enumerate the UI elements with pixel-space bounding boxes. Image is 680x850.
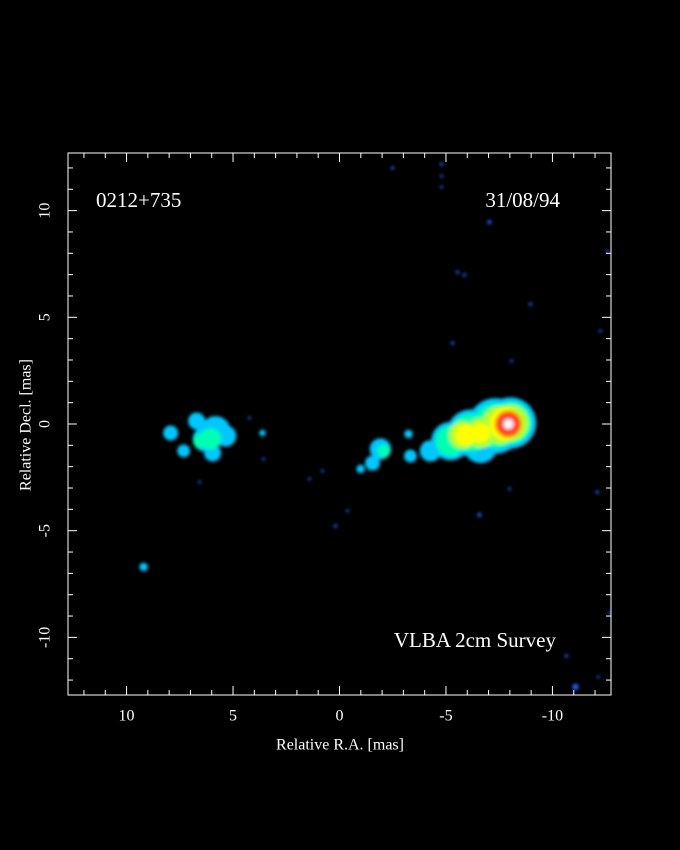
emission-blob: [454, 424, 477, 446]
emission-blob: [192, 433, 208, 449]
emission-blob: [507, 487, 511, 491]
emission-blob: [462, 273, 467, 277]
y-tick-label: -10: [37, 627, 54, 648]
emission-blob: [177, 444, 191, 458]
emission-blob: [596, 675, 600, 679]
emission-blob: [608, 611, 611, 615]
emission-blob: [390, 166, 395, 170]
emission-map: [139, 162, 611, 691]
source-name: 0212+735: [96, 188, 181, 212]
emission-blob: [595, 490, 600, 494]
emission-blob: [198, 480, 202, 484]
emission-blob: [487, 220, 492, 225]
emission-blob: [139, 562, 148, 572]
emission-blob: [320, 469, 324, 473]
emission-blob: [261, 457, 265, 461]
emission-blob: [307, 477, 311, 481]
emission-blob: [333, 524, 338, 528]
emission-blob: [510, 359, 514, 363]
y-tick-label: -5: [37, 524, 54, 537]
emission-blob: [455, 270, 460, 274]
emission-blob: [404, 449, 417, 463]
x-axis-label: Relative R.A. [mas]: [276, 737, 404, 754]
epoch: 31/08/94: [485, 188, 560, 212]
x-tick-label: 10: [119, 708, 135, 725]
emission-blob: [598, 329, 602, 333]
emission-blob: [377, 444, 390, 458]
y-axis-label: Relative Decl. [mas]: [18, 359, 35, 491]
x-tick-label: -10: [542, 708, 563, 725]
x-tick-label: 0: [336, 708, 344, 725]
emission-blob: [528, 302, 533, 306]
emission-blob: [356, 464, 365, 474]
emission-blob: [470, 423, 491, 443]
emission-blob: [605, 249, 609, 253]
survey-label: VLBA 2cm Survey: [394, 628, 557, 652]
x-tick-label: -5: [439, 708, 452, 725]
emission-blob: [504, 420, 513, 428]
emission-blob: [365, 455, 380, 471]
emission-blob: [477, 512, 482, 518]
emission-blob: [439, 185, 443, 189]
y-tick-label: 10: [37, 203, 54, 219]
y-tick-label: 0: [37, 420, 54, 428]
emission-blob: [564, 654, 569, 658]
x-tick-label: 5: [229, 708, 237, 725]
emission-blob: [450, 341, 455, 345]
y-tick-label: 5: [37, 313, 54, 321]
emission-blob: [259, 429, 266, 437]
emission-blob: [572, 683, 579, 691]
emission-blob: [163, 425, 179, 441]
emission-blob: [404, 429, 413, 439]
emission-blob: [346, 509, 350, 513]
emission-blob: [247, 416, 251, 420]
emission-blob: [439, 162, 444, 166]
emission-blob: [188, 412, 206, 430]
emission-blob: [439, 174, 443, 178]
